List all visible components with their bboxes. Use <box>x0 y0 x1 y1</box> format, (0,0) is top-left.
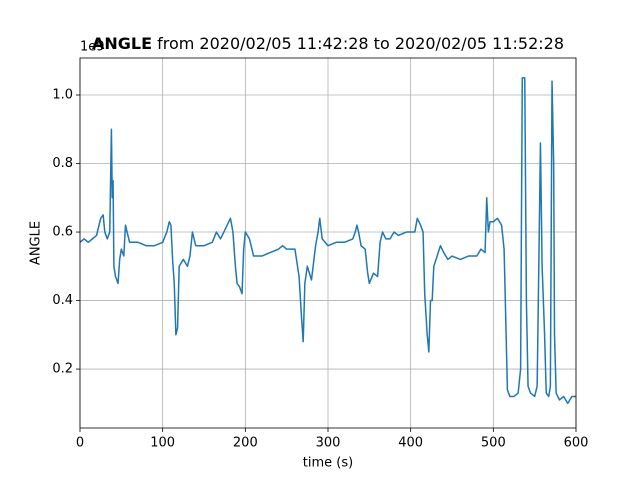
data-line <box>79 77 576 405</box>
title-rest: from 2020/02/05 11:42:28 to 2020/02/05 1… <box>157 34 564 53</box>
x-tick-label: 0 <box>76 436 84 451</box>
y-offset-label: 1e9 <box>80 40 105 55</box>
y-tick-label: 0.2 <box>52 362 73 377</box>
x-tick-label: 200 <box>233 436 258 451</box>
y-axis-label: ANGLE <box>29 221 44 265</box>
chart-title: ANGLE from 2020/02/05 11:42:28 to 2020/0… <box>92 34 564 53</box>
axes-frame <box>79 57 577 429</box>
title-bold: ANGLE <box>92 34 152 53</box>
x-axis-label: time (s) <box>303 456 353 471</box>
x-tick-label: 600 <box>564 436 589 451</box>
x-tick-label: 500 <box>481 436 506 451</box>
x-tick-label: 100 <box>150 436 175 451</box>
y-tick-label: 0.8 <box>52 156 73 171</box>
x-tick-label: 300 <box>316 436 341 451</box>
y-tick-label: 0.4 <box>52 293 73 308</box>
y-tick-label: 0.6 <box>52 225 73 240</box>
y-tick-label: 1.0 <box>52 88 73 103</box>
x-tick-label: 400 <box>398 436 423 451</box>
